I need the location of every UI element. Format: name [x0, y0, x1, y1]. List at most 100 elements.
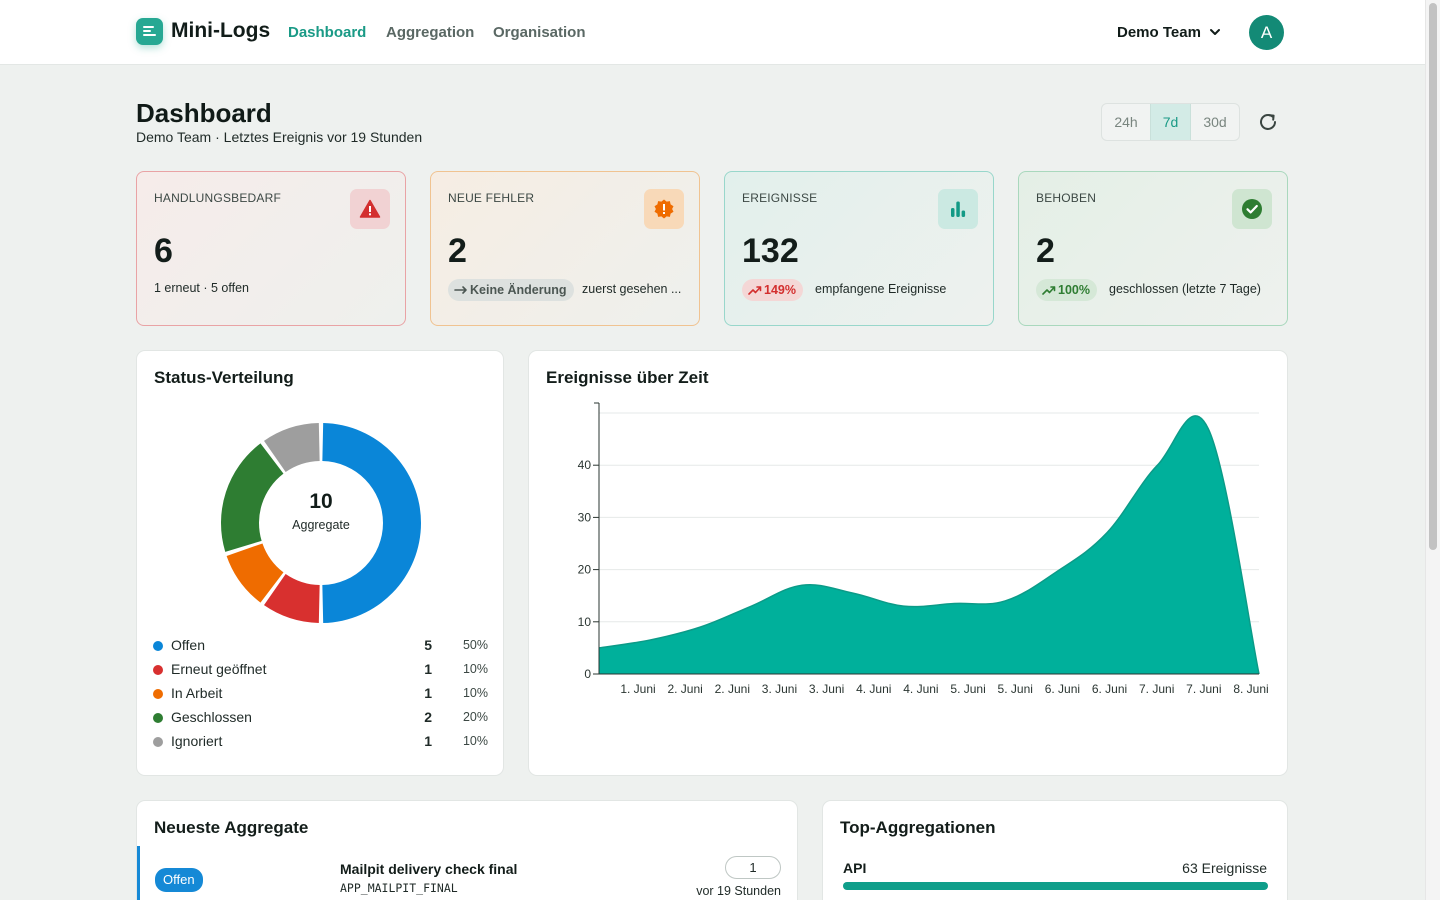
- donut-center-value: 10: [309, 490, 333, 513]
- kpi-value: 2: [1036, 232, 1055, 270]
- area-series-fill[interactable]: [599, 415, 1259, 674]
- page-subtitle: Demo Team · Letztes Ereignis vor 19 Stun…: [136, 129, 423, 145]
- chevron-down-icon[interactable]: [1208, 25, 1222, 39]
- panel-title: Status-Verteilung: [154, 368, 294, 387]
- aggregate-code: APP_MAILPIT_FINAL: [340, 881, 458, 895]
- range-7d-button[interactable]: 7d: [1150, 104, 1191, 140]
- x-tick-label: 7. Juni: [1186, 682, 1221, 696]
- legend-percent: 10%: [462, 662, 488, 676]
- legend-percent: 10%: [462, 686, 488, 700]
- nav-organisation[interactable]: Organisation: [493, 24, 586, 41]
- legend-dot: [153, 665, 163, 675]
- panel-title: Ereignisse über Zeit: [546, 368, 709, 387]
- kpi-card-new-errors[interactable]: NEUE FEHLER 2 Keine Änderung zuerst gese…: [430, 171, 700, 326]
- kpi-label: NEUE FEHLER: [448, 191, 535, 205]
- kpi-footer: 1 erneut · 5 offen: [154, 281, 249, 295]
- kpi-footer: zuerst gesehen ...: [582, 282, 682, 296]
- trend-up-icon: [1042, 286, 1056, 295]
- app-logo-icon[interactable]: [136, 18, 163, 45]
- app-name[interactable]: Mini-Logs: [171, 19, 271, 42]
- top-aggregation-bar-track: [843, 882, 1268, 890]
- legend-row[interactable]: Geschlossen 2 20%: [153, 709, 488, 729]
- kpi-label: BEHOBEN: [1036, 191, 1097, 205]
- warning-triangle-icon: [350, 189, 390, 229]
- range-30d-button[interactable]: 30d: [1203, 114, 1227, 130]
- donut-slice-2[interactable]: [226, 543, 284, 603]
- legend-label: Ignoriert: [171, 733, 223, 749]
- area-series-line: [598, 415, 1260, 675]
- legend-count: 5: [424, 637, 432, 653]
- x-tick-label: 1. Juni: [620, 682, 655, 696]
- legend-count: 2: [424, 709, 432, 725]
- x-tick-label: 3. Juni: [762, 682, 797, 696]
- x-tick-label: 3. Juni: [809, 682, 844, 696]
- kpi-footer: geschlossen (letzte 7 Tage): [1109, 282, 1261, 296]
- trend-up-icon: [748, 286, 762, 295]
- y-tick-label: 20: [578, 563, 592, 577]
- x-tick-label: 8. Juni: [1233, 682, 1268, 696]
- donut-slice-1[interactable]: [264, 573, 320, 623]
- x-tick-label: 4. Juni: [903, 682, 938, 696]
- kpi-footer: empfangene Ereignisse: [815, 282, 947, 296]
- top-aggregation-bar-fill: [843, 882, 1268, 890]
- y-tick-label: 10: [578, 615, 592, 629]
- x-tick-label: 5. Juni: [950, 682, 985, 696]
- legend-row[interactable]: Offen 5 50%: [153, 637, 488, 657]
- donut-slice-0[interactable]: [322, 423, 421, 623]
- range-24h-button[interactable]: 24h: [1114, 114, 1138, 130]
- legend-count: 1: [424, 685, 432, 701]
- legend-percent: 10%: [462, 734, 488, 748]
- trend-pill-text: 149%: [764, 283, 796, 297]
- legend-row[interactable]: Ignoriert 1 10%: [153, 733, 488, 753]
- x-tick-label: 5. Juni: [998, 682, 1033, 696]
- status-badge: Offen: [155, 868, 203, 892]
- legend-row[interactable]: In Arbeit 1 10%: [153, 685, 488, 705]
- user-avatar[interactable]: A: [1249, 15, 1284, 50]
- alert-badge-icon: [644, 189, 684, 229]
- nav-dashboard[interactable]: Dashboard: [288, 24, 367, 41]
- top-aggregation-count: 63 Ereignisse: [1182, 860, 1267, 876]
- team-selector[interactable]: Demo Team: [1117, 24, 1201, 41]
- nav-aggregation[interactable]: Aggregation: [386, 24, 475, 41]
- scrollbar-thumb[interactable]: [1429, 3, 1437, 550]
- kpi-card-action-required[interactable]: HANDLUNGSBEDARF 6 1 erneut · 5 offen: [136, 171, 406, 326]
- trend-pill-text: Keine Änderung: [470, 283, 567, 297]
- kpi-value: 6: [154, 232, 173, 270]
- donut-slice-4[interactable]: [264, 423, 320, 473]
- trend-pill-text: 100%: [1058, 283, 1090, 297]
- y-tick-label: 40: [578, 458, 592, 472]
- trend-pill: 100%: [1036, 279, 1097, 301]
- legend-percent: 50%: [462, 638, 488, 652]
- donut-slice-3[interactable]: [221, 443, 284, 552]
- row-accent-bar: [137, 846, 140, 900]
- trend-pill: 149%: [742, 279, 803, 301]
- kpi-card-events[interactable]: EREIGNISSE 132 149% empfangene Ereigniss…: [724, 171, 994, 326]
- latest-aggregates-panel: Neueste Aggregate Offen Mailpit delivery…: [136, 800, 798, 900]
- events-area-chart: 0 10 20 30 40 1. Juni 2. Juni 2. Juni 3. Juni 3. …: [578, 402, 1269, 696]
- legend-label: Geschlossen: [171, 709, 252, 725]
- y-tick-label: 0: [584, 667, 591, 681]
- kpi-label: HANDLUNGSBEDARF: [154, 191, 282, 205]
- x-tick-label: 2. Juni: [715, 682, 750, 696]
- top-aggregation-name[interactable]: API: [843, 860, 867, 876]
- legend-row[interactable]: Erneut geöffnet 1 10%: [153, 661, 488, 681]
- check-circle-icon: [1232, 189, 1272, 229]
- y-tick-label: 30: [578, 510, 592, 524]
- status-distribution-panel: Status-Verteilung 10 Aggregate Offen 5 50%…: [136, 350, 504, 776]
- x-tick-label: 4. Juni: [856, 682, 891, 696]
- refresh-icon[interactable]: [1257, 111, 1279, 133]
- legend-dot: [153, 713, 163, 723]
- x-tick-label: 7. Juni: [1139, 682, 1174, 696]
- top-aggregations-panel: Top-Aggregationen API 63 Ereignisse: [822, 800, 1288, 900]
- panel-title: Top-Aggregationen: [840, 818, 996, 837]
- legend-dot: [153, 641, 163, 651]
- aggregate-title[interactable]: Mailpit delivery check final: [340, 861, 518, 877]
- kpi-card-resolved[interactable]: BEHOBEN 2 100% geschlossen (letzte 7 Tag…: [1018, 171, 1288, 326]
- time-range-toggle: 24h 7d 30d: [1101, 103, 1240, 141]
- panel-title: Neueste Aggregate: [154, 818, 309, 837]
- legend-label: In Arbeit: [171, 685, 223, 701]
- top-navbar: Mini-Logs Dashboard Aggregation Organisa…: [0, 0, 1425, 65]
- legend-dot: [153, 689, 163, 699]
- legend-count: 1: [424, 661, 432, 677]
- legend-dot: [153, 737, 163, 747]
